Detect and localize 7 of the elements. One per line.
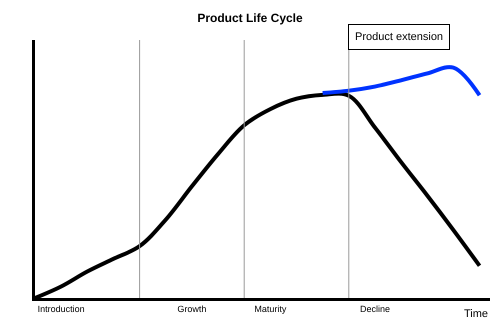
x-tick-label: Maturity <box>254 304 287 314</box>
x-tick-label: Decline <box>360 304 390 314</box>
x-tick-label: Introduction <box>38 304 85 314</box>
chart-title: Product Life Cycle <box>197 10 304 25</box>
x-tick-label: Growth <box>177 304 206 314</box>
text: Product extension <box>355 31 444 43</box>
x-axis-title: Time <box>464 308 488 320</box>
